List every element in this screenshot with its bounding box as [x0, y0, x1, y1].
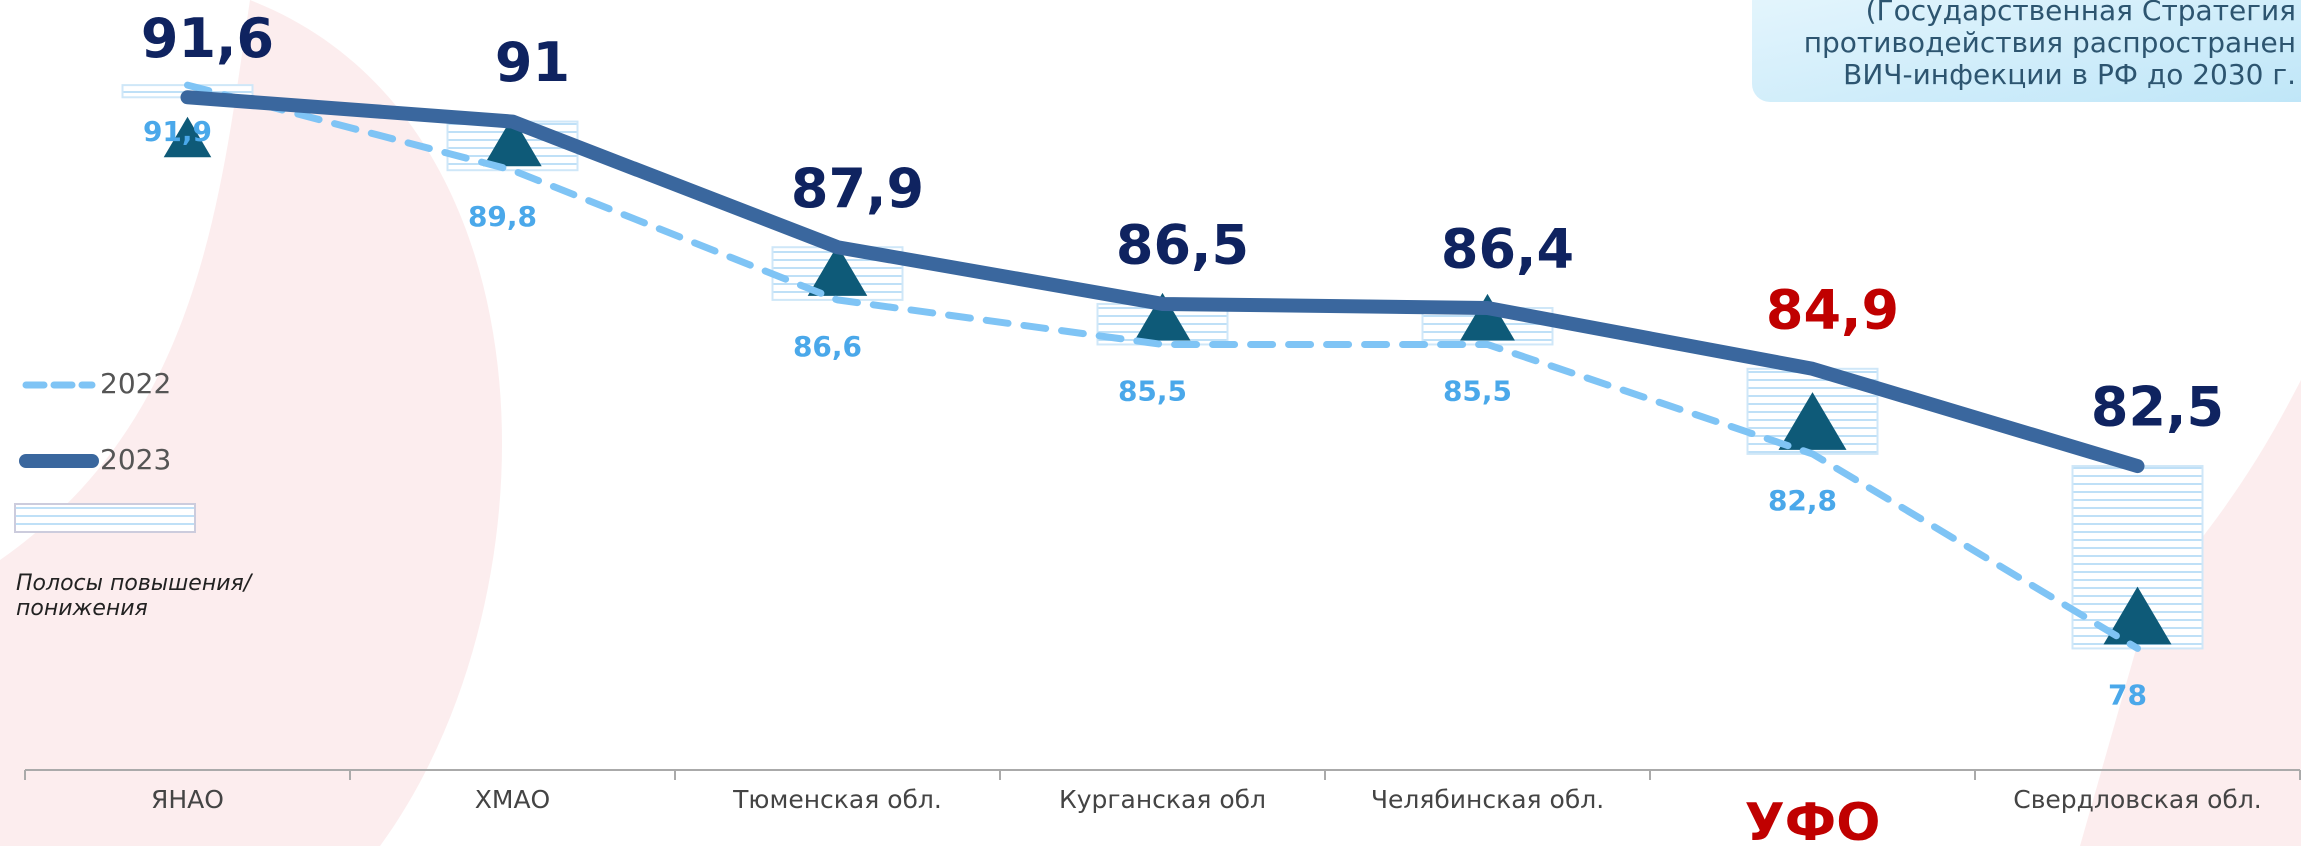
value-label: 91,6: [141, 7, 274, 70]
value-label: 89,8: [468, 200, 537, 233]
x-tick-label: Челябинская обл.: [1371, 785, 1604, 814]
value-label: 91: [495, 31, 570, 94]
x-tick-label: Тюменская обл.: [732, 785, 942, 814]
value-label: 85,5: [1118, 374, 1187, 407]
x-tick-label: УФО: [1745, 793, 1881, 846]
value-label: 85,5: [1443, 374, 1512, 407]
value-label: 78: [2108, 678, 2147, 711]
value-label: 82,5: [2091, 376, 2224, 439]
value-label: 82,8: [1768, 484, 1837, 517]
annotation-text: (Государственная Стратегия: [1866, 0, 2296, 27]
x-tick-label: ЯНАО: [151, 785, 224, 814]
value-label: 86,6: [793, 330, 862, 363]
legend-band-label: понижения: [16, 596, 148, 621]
value-label: 86,4: [1441, 218, 1574, 281]
value-label: 87,9: [791, 157, 924, 220]
x-tick-label: Курганская обл: [1059, 785, 1266, 814]
page: (Государственная Стратегияпротиводействи…: [0, 0, 2301, 846]
legend-band-label: Полосы повышения/: [16, 571, 254, 596]
legend-label: 2022: [100, 367, 171, 400]
x-tick-label: ХМАО: [475, 785, 550, 814]
annotation-text: противодействия распространен: [1804, 26, 2296, 59]
legend-label: 2023: [100, 443, 171, 476]
legend-band-swatch: [15, 504, 195, 532]
chart: (Государственная Стратегияпротиводействи…: [0, 0, 2301, 846]
value-label: 84,9: [1766, 278, 1899, 341]
value-label: 86,5: [1116, 214, 1249, 277]
annotation-text: ВИЧ-инфекции в РФ до 2030 г.: [1843, 58, 2296, 91]
x-tick-label: Свердловская обл.: [2013, 785, 2262, 814]
value-label: 91,9: [143, 115, 212, 148]
